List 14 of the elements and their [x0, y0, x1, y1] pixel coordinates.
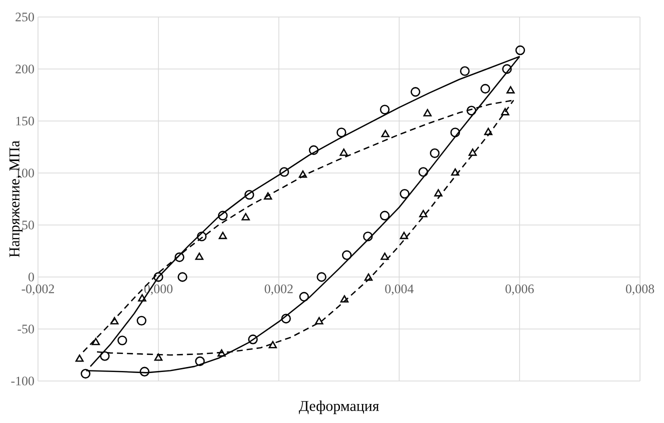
- x-axis-title: Деформация: [298, 400, 379, 414]
- x-tick-label: 0,004: [385, 284, 414, 296]
- y-tick-label: 100: [16, 168, 34, 178]
- y-tick-label: 50: [22, 220, 34, 230]
- x-tick-label: -0,002: [22, 284, 54, 296]
- y-tick-label: 150: [16, 116, 34, 126]
- x-tick-label: 0,008: [626, 284, 654, 296]
- y-tick-label: 200: [16, 64, 34, 74]
- x-tick-label: 0,002: [264, 284, 293, 296]
- y-tick-label: -50: [18, 324, 34, 334]
- x-tick-label: 0,006: [506, 284, 534, 296]
- y-tick-label: 250: [16, 12, 34, 22]
- y-tick-label: 0: [28, 272, 34, 282]
- y-tick-label: -100: [11, 376, 34, 386]
